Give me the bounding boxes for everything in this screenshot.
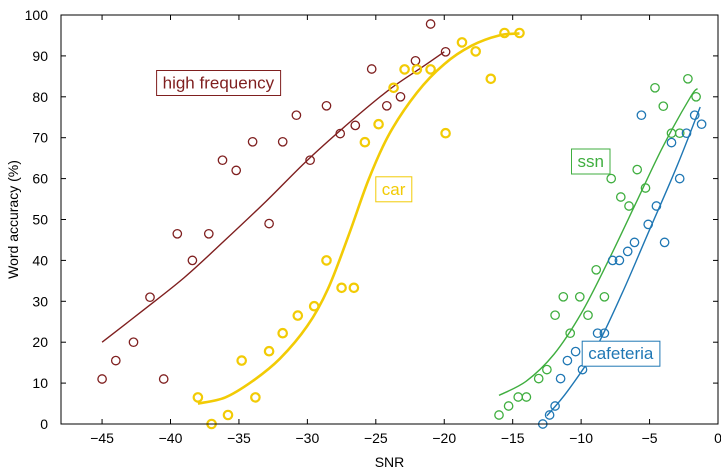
y-axis-title: Word accuracy (%): [5, 160, 21, 279]
label-car: car: [376, 177, 412, 202]
label-high-frequency: high frequency: [157, 71, 281, 96]
y-tick-label: 90: [32, 48, 48, 64]
y-tick-label: 30: [32, 293, 48, 309]
y-tick-label: 10: [32, 375, 48, 391]
y-tick-label: 70: [32, 130, 48, 146]
x-tick-label: −5: [642, 430, 658, 446]
y-tick-label: 50: [32, 212, 48, 228]
label-text: cafeteria: [588, 344, 654, 363]
x-tick-label: −10: [569, 430, 593, 446]
label-ssn: ssn: [572, 149, 611, 174]
y-tick-label: 60: [32, 171, 48, 187]
label-cafeteria: cafeteria: [582, 341, 660, 366]
x-tick-label: −25: [364, 430, 388, 446]
x-axis-title: SNR: [375, 454, 405, 470]
x-tick-label: −20: [432, 430, 456, 446]
x-tick-label: −45: [90, 430, 114, 446]
x-tick-label: 0: [714, 430, 721, 446]
y-tick-label: 80: [32, 89, 48, 105]
x-tick-label: −35: [227, 430, 251, 446]
y-tick-label: 0: [40, 416, 48, 432]
label-text: car: [382, 180, 406, 199]
x-tick-label: −40: [159, 430, 183, 446]
x-tick-label: −30: [296, 430, 320, 446]
y-tick-label: 20: [32, 334, 48, 350]
y-tick-label: 40: [32, 252, 48, 268]
y-tick-label: 100: [25, 7, 49, 23]
x-tick-label: −15: [501, 430, 525, 446]
label-text: high frequency: [163, 74, 275, 93]
label-text: ssn: [577, 152, 603, 171]
